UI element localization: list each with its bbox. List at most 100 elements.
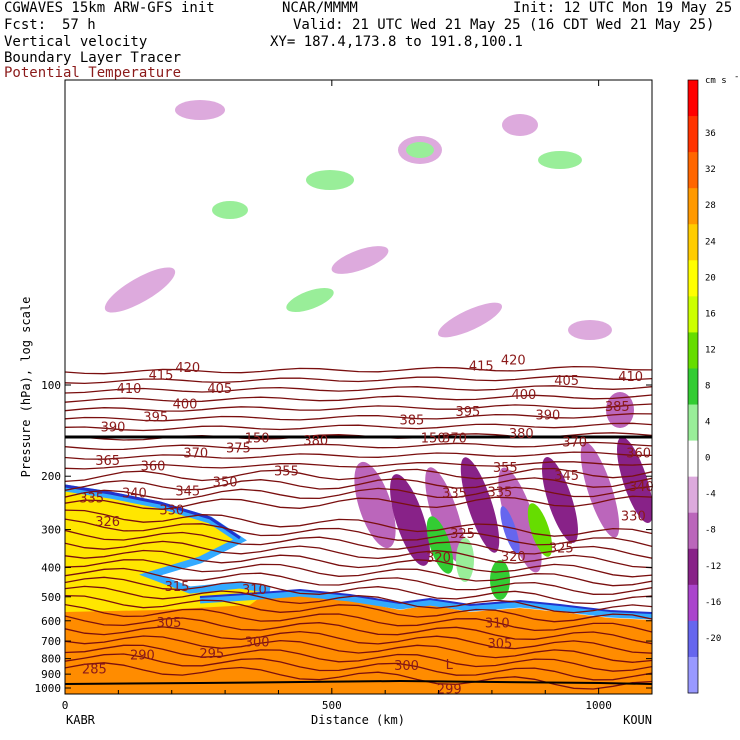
theta-contour-line [65,385,652,394]
colorbar-swatch [688,620,698,658]
mixed-layer-edge [65,484,271,594]
colorbar-swatch [688,152,698,189]
cross-section-coords: XY= 187.4,173.8 to 191.8,100.1 [270,34,523,50]
field-boundary-layer-tracer: Boundary Layer Tracer [4,50,182,66]
y-tick-label: 300 [41,524,61,537]
x-axis-title: Distance (km) [311,713,405,727]
colorbar-level-label: 8 [705,382,710,392]
colorbar-unit: cm s [705,76,727,86]
theta-label: 320 [426,551,451,566]
field-vertical-velocity: Vertical velocity [4,34,148,50]
colorbar-swatch [688,548,698,586]
y-tick-label: 600 [41,615,61,628]
theta-contour-line [65,509,652,537]
colorbar-swatch [688,476,698,514]
x-tick-label: 500 [322,699,342,712]
theta-label: 310 [242,583,267,598]
theta-label: 340 [122,486,147,501]
colorbar-level-label: 4 [705,418,710,428]
theta-label: 295 [199,647,224,662]
theta-label: 380 [303,434,328,449]
colorbar-swatch [688,440,698,478]
colorbar-level-label: 28 [705,201,716,211]
theta-label: 385 [605,400,630,415]
theta-label: 395 [455,405,480,420]
theta-label: 335 [442,486,467,501]
colorbar-level-label: 36 [705,129,716,139]
theta-label: 299 [437,682,462,697]
plot-frame [64,79,653,695]
theta-contour-line [65,413,652,422]
theta-label: 400 [512,388,537,403]
theta-label: 355 [493,461,518,476]
shading-layer [65,100,652,694]
theta-label: 385 [399,414,424,429]
theta-label: L [446,658,454,673]
theta-contour-line [65,375,652,385]
valid-time: Valid: 21 UTC Wed 21 May 25 (16 CDT Wed … [293,17,715,33]
terrain-line [64,679,653,685]
theta-label: 415 [469,360,494,375]
theta-label: 365 [95,454,120,469]
colorbar-swatch [688,116,698,153]
theta-label: 305 [487,637,512,652]
theta-label: 150 [245,431,270,446]
theta-label: 410 [117,382,142,397]
theta-label: 290 [130,649,155,664]
theta-label: 380 [509,427,534,442]
theta-contour-line [65,518,652,548]
colorbar-level-label: -4 [705,490,716,500]
y-tick-label: 1000 [35,682,62,695]
boundary-layer-fill [65,595,652,694]
field-potential-temperature: Potential Temperature [4,65,182,81]
mixed-layer-fill [65,488,270,612]
colorbar-swatch [688,584,698,622]
colorbar-level-label: 12 [705,345,716,355]
colorbar-swatch [688,512,698,550]
theta-label: 405 [554,374,579,389]
theta-label: 345 [175,485,200,500]
theta-contour-line [65,529,652,559]
theta-label: 320 [501,550,526,565]
theta-label: 326 [95,515,120,530]
theta-label: 420 [175,361,200,376]
y-tick-label: 800 [41,653,61,666]
theta-contour-line [65,603,652,633]
colorbar-swatch [688,404,698,442]
theta-contours [65,365,652,690]
theta-contour-line [65,403,652,412]
colorbar-swatch [688,80,698,117]
colorbar-unit-exponent: -1 [734,72,740,82]
theta-contour-line [65,567,652,595]
theta-contour-line [65,422,652,432]
theta-label: 325 [549,542,574,557]
theta-label: 330 [621,510,646,525]
colorbar-level-label: 32 [705,165,716,175]
theta-contour-line [65,495,652,510]
colorbar-frame [687,79,699,694]
theta-label: 350 [213,476,238,491]
theta-contour-line [65,477,652,491]
colorbar-level-label: -12 [705,562,721,572]
theta-label: 400 [173,398,198,413]
theta-contour-line [65,485,652,501]
theta-contour-line [65,451,652,460]
colorbar-level-label: 0 [705,454,710,464]
y-tick-label: 100 [41,379,61,392]
y-axis-title: Pressure (hPa), log scale [19,297,33,478]
theta-label: 310 [485,616,510,631]
theta-label: 375 [226,441,251,456]
theta-contour-line [65,540,652,569]
chart-title: CGWAVES 15km ARW-GFS init [4,0,215,16]
theta-label: 360 [141,460,166,475]
right-endpoint-label: KOUN [623,713,652,727]
theta-label: 345 [554,469,579,484]
theta-contour-line [65,615,652,645]
theta-contour-line [65,653,652,681]
colorbar-swatch [688,260,698,297]
theta-label: 390 [101,420,126,435]
theta-contour-line [65,549,652,578]
colorbar-level-label: 24 [705,237,716,247]
left-endpoint-label: KABR [66,713,96,727]
colorbar-level-label: -20 [705,634,721,644]
